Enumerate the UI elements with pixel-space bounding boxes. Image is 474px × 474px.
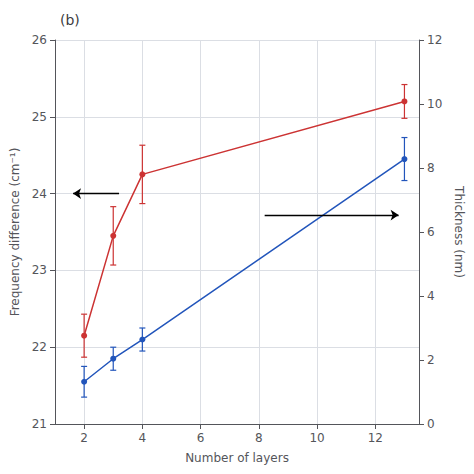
svg-text:21: 21 <box>32 417 47 431</box>
svg-text:25: 25 <box>32 110 47 124</box>
svg-text:4: 4 <box>139 431 147 445</box>
svg-text:23: 23 <box>32 263 47 277</box>
svg-text:2: 2 <box>427 353 435 367</box>
svg-text:12: 12 <box>368 431 383 445</box>
svg-text:10: 10 <box>309 431 324 445</box>
svg-text:Number of layers: Number of layers <box>185 451 289 465</box>
svg-text:24: 24 <box>32 187 47 201</box>
svg-text:2: 2 <box>80 431 88 445</box>
svg-text:12: 12 <box>427 33 442 47</box>
svg-text:(b): (b) <box>60 12 80 28</box>
svg-text:26: 26 <box>32 33 47 47</box>
svg-text:Frequency difference (cm⁻¹): Frequency difference (cm⁻¹) <box>8 148 22 317</box>
svg-text:8: 8 <box>255 431 263 445</box>
svg-text:Thickness (nm): Thickness (nm) <box>452 185 466 278</box>
svg-text:10: 10 <box>427 97 442 111</box>
svg-text:22: 22 <box>32 340 47 354</box>
svg-text:4: 4 <box>427 289 435 303</box>
svg-text:8: 8 <box>427 161 435 175</box>
svg-text:6: 6 <box>197 431 205 445</box>
svg-text:0: 0 <box>427 417 435 431</box>
svg-text:6: 6 <box>427 225 435 239</box>
